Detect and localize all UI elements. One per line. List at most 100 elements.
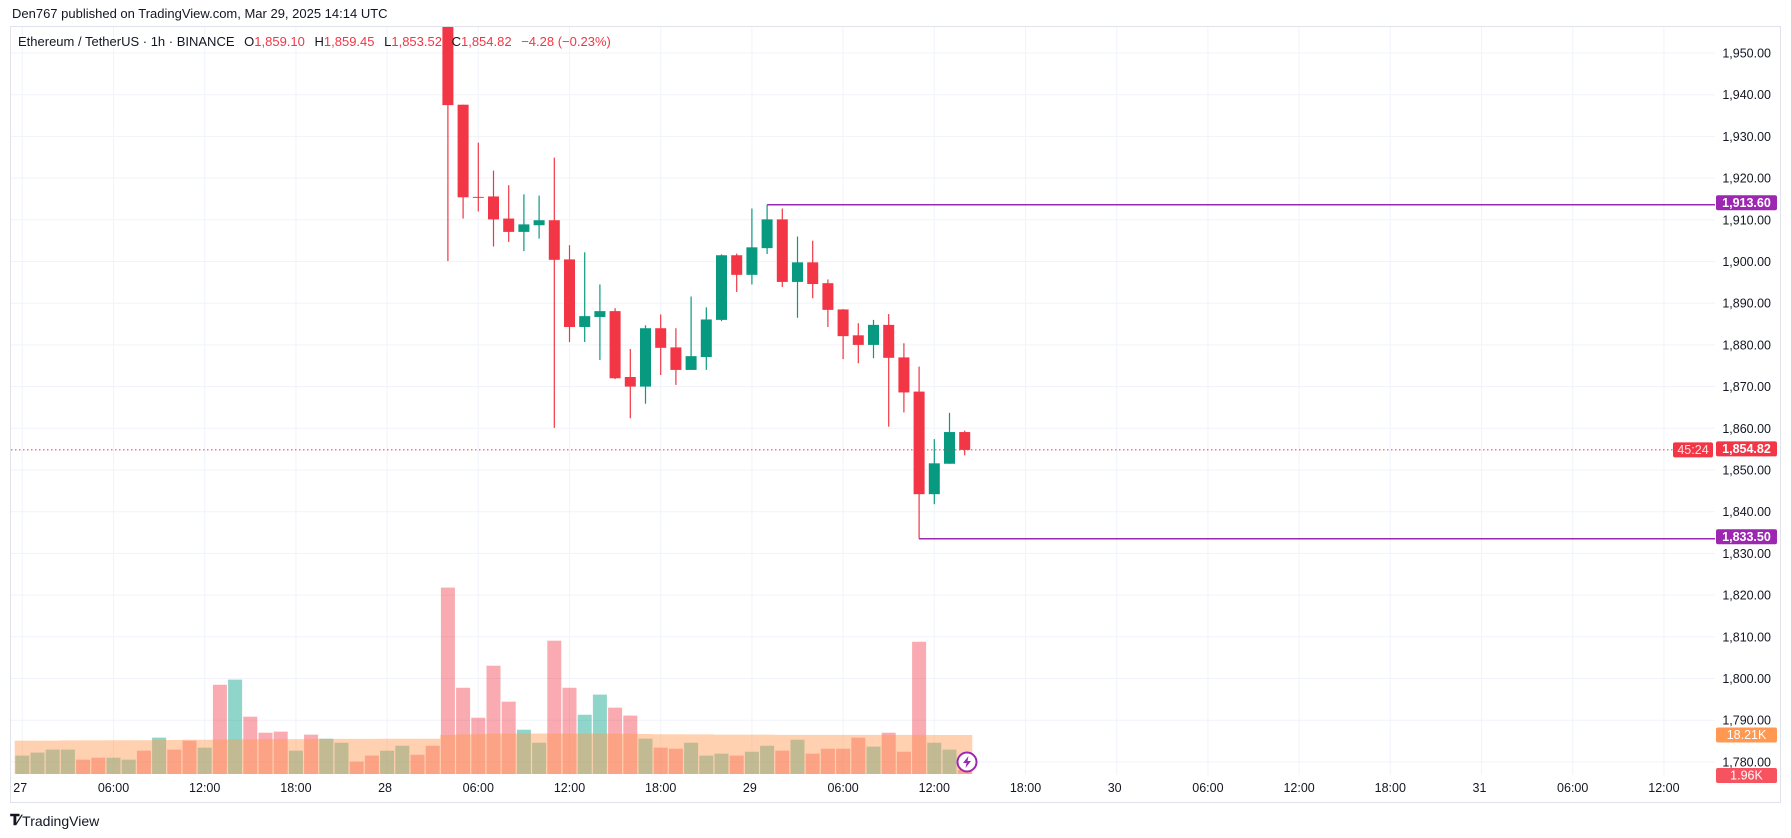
candle (868, 319, 879, 359)
time-tick-label: 06:00 (1557, 781, 1588, 795)
price-tick-label: 1,830.00 (1722, 547, 1771, 561)
price-tick-label: 1,880.00 (1722, 338, 1771, 352)
candle-body (852, 335, 864, 345)
volume-bar (197, 747, 212, 774)
time-tick-label: 30 (1108, 781, 1122, 795)
candle-body (883, 324, 895, 358)
time-tick-label: 18:00 (1375, 781, 1406, 795)
volume-bar (623, 715, 638, 774)
candle (594, 284, 606, 360)
volume-bar (851, 737, 866, 774)
volume-bar (91, 757, 106, 774)
time-tick-label: 12:00 (1648, 781, 1679, 795)
candle-body (807, 262, 819, 285)
volume-bar (288, 750, 303, 774)
close-value: 1,854.82 (460, 34, 512, 49)
volume-bar (608, 707, 623, 774)
volume-bar (425, 745, 440, 774)
volume-bar (106, 757, 121, 774)
price-tick-label: 1,920.00 (1722, 172, 1771, 186)
candle (579, 252, 591, 342)
candle-body (609, 311, 621, 379)
candle (761, 204, 773, 254)
volume-bar (881, 732, 896, 774)
candle-body (868, 324, 879, 345)
candle (792, 236, 803, 318)
candle (503, 185, 515, 242)
candle-body (564, 259, 575, 327)
candle-body (898, 357, 910, 393)
volume-bar (76, 759, 91, 774)
candle (700, 307, 712, 370)
candle (685, 296, 697, 370)
open-value: 1,859.10 (254, 34, 305, 49)
price-axis[interactable]: 1,950.00 1,940.00 1,930.00 1,920.00 1,910.00… (1722, 47, 1771, 770)
volume-bar (836, 748, 851, 774)
time-tick-label: 27 (13, 781, 27, 795)
volume-bar (30, 752, 45, 774)
tradingview-logo-text: TradingView (22, 812, 100, 829)
low-label: L (384, 34, 392, 49)
candle-body (928, 463, 940, 495)
open-label: O (244, 34, 255, 49)
volume-bar (486, 665, 501, 774)
lightning-icon[interactable] (956, 751, 978, 773)
candle-body (594, 311, 606, 317)
volume-bar (304, 734, 319, 774)
time-tick-label: 06:00 (1192, 781, 1223, 795)
price-tick-label: 1,780.00 (1722, 755, 1771, 769)
tradingview-logo[interactable]: 𝐓∕ TradingView (10, 812, 99, 829)
time-tick-label: 12:00 (919, 781, 950, 795)
volume-bar (714, 753, 729, 774)
candle-body (959, 432, 971, 450)
volume-bar (273, 731, 288, 774)
candle-body (792, 262, 803, 282)
chart-panel-border (10, 26, 1781, 803)
candle-body (670, 347, 682, 370)
close-label: C (451, 34, 461, 49)
candle-body (822, 283, 834, 310)
volume-last-badge-text: 1.96K (1730, 769, 1763, 783)
volume-bar (699, 755, 714, 774)
time-tick-label: 31 (1473, 781, 1487, 795)
candle-body (472, 196, 484, 198)
high-label: H (314, 34, 324, 49)
candle-body (640, 328, 651, 387)
candle-body (457, 104, 469, 198)
volume-bar (775, 750, 790, 774)
time-axis[interactable]: 27 06:00 12:00 18:00 28 06:00 12:00 18:00 29 06:0… (13, 781, 1679, 795)
volume-bar (668, 748, 683, 774)
level-price-badge-bg (1716, 529, 1777, 545)
volume-bar (258, 732, 273, 774)
volume-bar (136, 750, 151, 774)
volume-bar (380, 750, 395, 774)
candle (776, 208, 788, 287)
volume-bar (15, 755, 30, 774)
candle (655, 314, 667, 375)
volume-bar (638, 738, 653, 774)
price-tick-label: 1,790.00 (1722, 714, 1771, 728)
level-price-badge-text: 1,913.60 (1722, 196, 1771, 210)
volume-bar (243, 716, 258, 774)
candle-body (503, 218, 515, 232)
candle (928, 439, 940, 505)
volume-bar (532, 742, 547, 774)
overlays (11, 204, 1715, 540)
candle (564, 245, 575, 342)
time-tick-label: 29 (743, 781, 757, 795)
time-tick-label: 18:00 (645, 781, 676, 795)
price-tick-label: 1,850.00 (1722, 464, 1771, 478)
candle-body (837, 309, 849, 337)
symbol-title[interactable]: Ethereum / TetherUS · 1h · BINANCE (18, 34, 235, 49)
candle-body (533, 220, 545, 226)
candle-body (776, 219, 788, 282)
candle-body (913, 391, 925, 495)
candle (913, 366, 925, 539)
price-tick-label: 1,910.00 (1722, 213, 1771, 227)
volume-bar (182, 740, 197, 774)
candle-body (442, 27, 454, 106)
volume-bar (319, 738, 334, 774)
price-tick-label: 1,800.00 (1722, 672, 1771, 686)
candle (472, 142, 484, 212)
